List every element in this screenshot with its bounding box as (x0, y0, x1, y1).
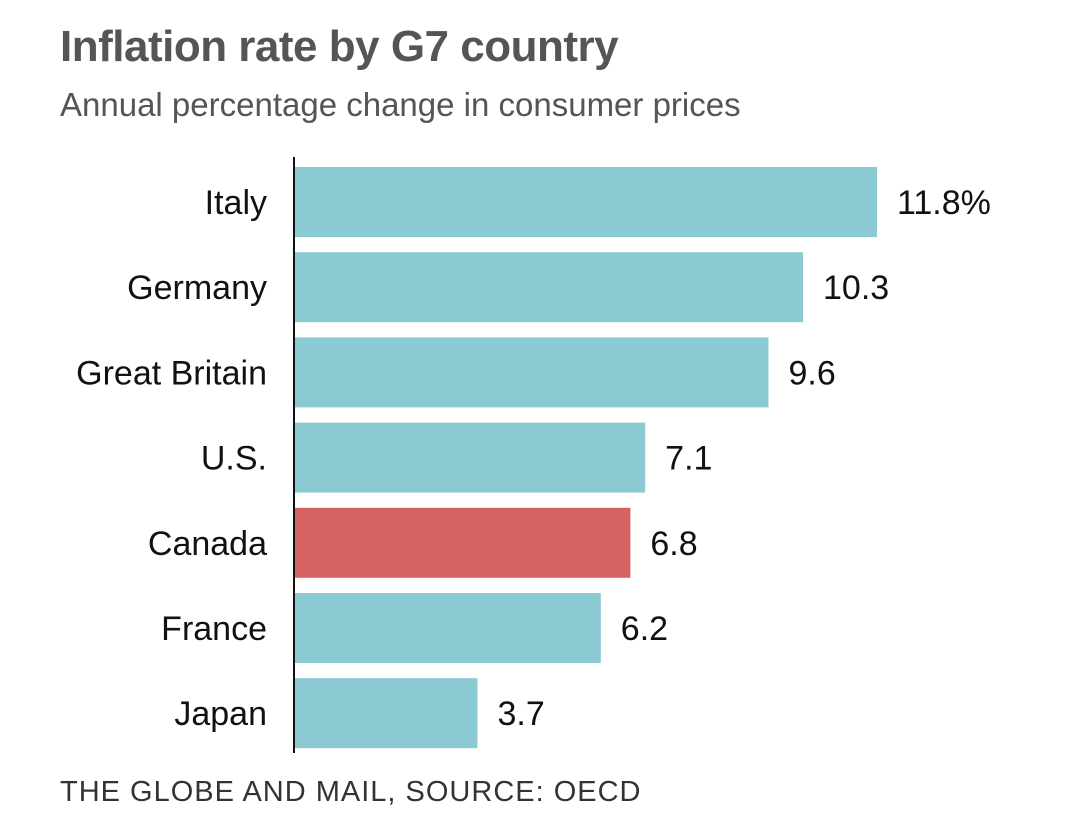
value-label: 10.3 (823, 269, 889, 307)
bar-canada (295, 507, 631, 578)
bar-italy (295, 167, 877, 237)
source-note: THE GLOBE AND MAIL, SOURCE: OECD (60, 776, 642, 808)
bar-germany (295, 252, 804, 323)
value-label: 11.8% (897, 184, 991, 222)
value-label: 6.8 (650, 525, 697, 563)
category-label: Japan (174, 695, 267, 733)
bar-u-s- (295, 422, 646, 493)
category-label: Canada (148, 525, 267, 563)
category-label: Great Britain (76, 354, 267, 392)
chart-title: Inflation rate by G7 country (60, 22, 619, 71)
bar-great-britain (295, 337, 769, 408)
value-label: 3.7 (497, 695, 544, 733)
category-label: Italy (205, 184, 267, 222)
value-label: 6.2 (621, 610, 668, 648)
value-label: 7.1 (665, 440, 712, 478)
bar-japan (295, 678, 478, 749)
category-label: Germany (127, 269, 267, 307)
value-label: 9.6 (788, 354, 835, 392)
category-label: U.S. (201, 440, 267, 478)
bar-france (295, 593, 601, 663)
category-label: France (161, 610, 267, 648)
chart-subtitle: Annual percentage change in consumer pri… (60, 86, 741, 123)
